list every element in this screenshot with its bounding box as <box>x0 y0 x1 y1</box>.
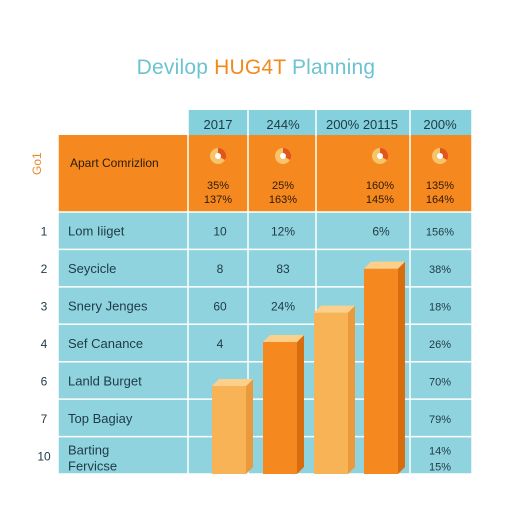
summary-row-label: Apart Comrizlion <box>70 156 159 170</box>
row-label: Lanld Burget <box>68 373 142 388</box>
row-value-4: 26% <box>429 339 451 351</box>
header-col-4: 200% <box>423 117 457 132</box>
bar-top-A <box>212 379 253 386</box>
bar-top-B <box>263 335 304 342</box>
row-label: Barting <box>68 442 109 457</box>
row-value-1: 8 <box>217 262 224 276</box>
summary-sub-value-3: 145% <box>366 194 394 206</box>
row-number-7: 7 <box>41 412 48 426</box>
row-label: Seycicle <box>68 261 116 276</box>
bar-B <box>263 342 297 474</box>
row-label: Snery Jenges <box>68 299 148 314</box>
row-value-2: 24% <box>271 300 295 314</box>
page-title: Devilop HUG4T Planning <box>0 56 512 80</box>
row-value-3: 6% <box>372 225 390 239</box>
bar-C <box>314 312 348 474</box>
summary-sub-value-2: 163% <box>269 194 297 206</box>
summary-top-value-1: 35% <box>207 180 229 192</box>
summary-row-bg <box>58 135 472 212</box>
summary-sub-value-4: 164% <box>426 194 454 206</box>
header-row-bg <box>188 110 472 135</box>
bar-side-D <box>398 261 405 474</box>
title-accent: HUG4T <box>214 56 286 79</box>
row-label: Sef Canance <box>68 336 143 351</box>
summary-top-value-4: 135% <box>426 180 454 192</box>
pie-center-2 <box>280 153 286 159</box>
row-value-1: 60 <box>213 300 227 314</box>
bar-side-B <box>297 335 304 474</box>
title-part-3: Planning <box>285 56 376 79</box>
row-value-1: 4 <box>217 337 224 351</box>
row-value-2: 83 <box>276 262 290 276</box>
row-number-10: 10 <box>37 449 51 463</box>
header-col-1: 2017 <box>204 117 233 132</box>
row-number-6: 6 <box>41 374 48 388</box>
bar-A <box>212 386 246 474</box>
bar-side-C <box>348 305 355 474</box>
pie-center-3 <box>377 153 383 159</box>
pie-center-4 <box>437 153 443 159</box>
row-number-3: 3 <box>41 300 48 314</box>
row-value-4: 18% <box>429 302 451 314</box>
title-part-1: Devilop <box>136 56 215 79</box>
row-value-4: 38% <box>429 264 451 276</box>
bar-top-C <box>314 305 355 313</box>
summary-top-value-3: 160% <box>366 180 394 192</box>
bar-side-A <box>246 379 253 474</box>
row-number-4: 4 <box>41 337 48 351</box>
summary-sub-value-1: 137% <box>204 194 232 206</box>
row-value-4: 156% <box>426 227 454 239</box>
row-value-1: 10 <box>213 225 227 239</box>
header-col-2: 244% <box>266 117 300 132</box>
summary-top-value-2: 25% <box>272 180 294 192</box>
row-label-2: Fervicse <box>68 458 117 473</box>
row-value-4: 70% <box>429 376 451 388</box>
row-label: Top Bagiay <box>68 411 133 426</box>
row-label: Lom Iiiget <box>68 224 125 239</box>
row-number-1: 1 <box>41 225 48 239</box>
row-number-2: 2 <box>41 262 48 276</box>
pie-center-1 <box>215 153 221 159</box>
bar-top-D <box>364 261 405 269</box>
row-value-2: 12% <box>271 225 295 239</box>
row-value-4: 79% <box>429 414 451 426</box>
row-value-4b: 15% <box>429 461 451 473</box>
header-col-3: 200% 20115 <box>326 117 398 132</box>
bar-D <box>364 268 398 474</box>
row-value-4: 14% <box>429 445 451 457</box>
